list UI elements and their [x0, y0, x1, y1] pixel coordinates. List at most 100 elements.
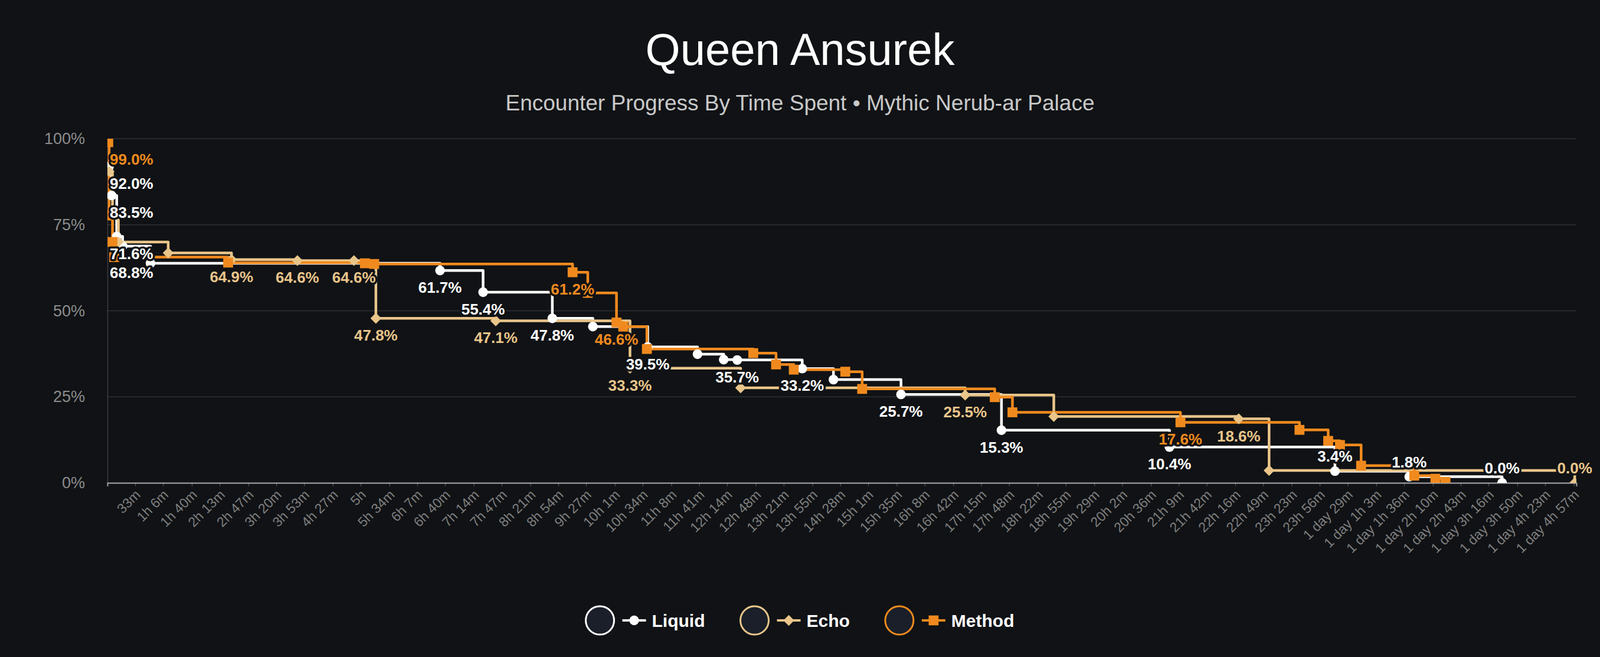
x-tick-mark	[868, 482, 869, 487]
x-axis-line	[108, 483, 1577, 487]
x-tick-mark	[924, 482, 926, 487]
x-tick-mark	[1517, 482, 1518, 487]
legend-marker	[928, 615, 939, 626]
data-label: 47.8%	[530, 326, 575, 345]
x-tick-label: 1 day 4h 57m	[1512, 486, 1582, 556]
x-tick-mark	[501, 482, 503, 487]
x-tick: 5h	[347, 482, 369, 509]
series-marker	[360, 258, 371, 269]
series-marker	[107, 138, 114, 147]
background	[0, 0, 1600, 657]
legend-label: Method	[951, 610, 1015, 631]
data-label: 35.7%	[715, 368, 759, 386]
series-marker	[718, 354, 729, 365]
x-tick-mark	[1037, 482, 1039, 487]
data-label: 33.2%	[780, 376, 824, 395]
series-marker	[642, 344, 653, 355]
series-marker	[856, 383, 867, 394]
series-line	[109, 171, 1575, 483]
legend-item: Echo	[740, 606, 850, 635]
series-line	[108, 142, 1446, 482]
series-marker	[1440, 476, 1451, 483]
series-marker	[1263, 465, 1275, 476]
series-marker	[996, 425, 1007, 435]
data-label: 61.7%	[418, 278, 463, 297]
x-tick-mark	[1065, 482, 1067, 487]
x-tick-mark	[248, 482, 250, 487]
x-tick: 5h 34m	[354, 482, 398, 530]
series-marker	[1330, 466, 1340, 476]
y-tick: 50%	[53, 302, 108, 320]
data-label: 47.1%	[473, 328, 518, 347]
series-marker	[1294, 424, 1305, 435]
x-axis: 33m1h 6m1h 40m2h 13m2h 47m3h 20m3h 53m4h…	[108, 482, 1583, 556]
series-marker	[1323, 436, 1334, 447]
x-tick-mark	[1235, 482, 1236, 487]
series-line	[109, 166, 1503, 483]
x-tick-mark	[981, 482, 983, 487]
x-tick-mark	[1488, 482, 1490, 487]
data-labels: 92.0%83.5%71.6%68.8%61.7%55.4%47.8%39.5%…	[109, 150, 1593, 477]
plot-area	[107, 138, 1577, 483]
data-label: 46.6%	[594, 330, 639, 349]
y-tick: 75%	[53, 216, 108, 234]
x-tick-mark	[1263, 482, 1264, 487]
x-tick-mark	[389, 482, 391, 487]
x-tick-mark	[1319, 482, 1321, 487]
data-label: 25.7%	[879, 402, 924, 421]
x-tick-mark	[586, 482, 587, 487]
data-label: 39.5%	[626, 355, 670, 373]
series-marker	[162, 247, 174, 258]
data-label: 64.6%	[275, 268, 320, 287]
grid	[107, 138, 1577, 483]
data-label: 68.8%	[109, 263, 154, 282]
data-label: 71.6%	[109, 244, 154, 263]
data-label: 47.8%	[354, 326, 398, 345]
series-marker	[478, 287, 488, 297]
x-tick: 4h 27m	[298, 482, 342, 530]
x-tick-mark	[417, 482, 418, 487]
legend-item: Method	[885, 606, 1015, 635]
x-tick-mark	[1291, 482, 1293, 487]
x-tick-mark	[1009, 482, 1010, 487]
series-marker	[587, 321, 598, 332]
x-tick-mark	[332, 482, 334, 487]
x-tick-mark	[303, 482, 305, 487]
data-label: 55.4%	[461, 300, 506, 319]
data-label: 64.6%	[332, 268, 376, 287]
x-tick-mark	[1574, 482, 1575, 487]
x-tick-mark	[1121, 482, 1123, 487]
series-marker	[959, 389, 971, 401]
legend: LiquidEchoMethod	[586, 606, 1015, 635]
title: Queen Ansurek	[645, 24, 956, 75]
x-tick-mark	[1206, 482, 1207, 487]
data-label: 83.5%	[109, 203, 154, 222]
series-marker	[370, 312, 382, 324]
legend-label: Echo	[806, 610, 850, 631]
series-marker	[771, 359, 782, 370]
series-marker	[1233, 413, 1245, 424]
series-marker	[547, 313, 558, 323]
series-marker	[223, 257, 234, 268]
x-tick-mark	[1094, 482, 1095, 487]
x-tick-mark	[360, 482, 362, 487]
data-label: 99.0%	[109, 150, 154, 169]
y-tick-label: 25%	[53, 387, 85, 406]
data-label: 61.2%	[550, 280, 595, 299]
data-label: 64.9%	[209, 267, 254, 286]
grid-line	[107, 224, 1577, 226]
series-marker	[1048, 410, 1059, 422]
series-marker	[692, 349, 703, 359]
y-tick-label: 75%	[53, 216, 85, 234]
y-axis: 0%25%50%75%100%	[44, 129, 109, 492]
x-tick-mark	[642, 482, 644, 487]
x-tick: 1 day 4h 57m	[1512, 482, 1582, 556]
x-tick-mark	[756, 482, 757, 487]
data-label: 18.6%	[1216, 427, 1261, 446]
y-tick: 25%	[53, 387, 108, 406]
series-marker	[1497, 478, 1507, 483]
x-tick-mark	[1404, 482, 1405, 487]
series-marker	[1007, 407, 1018, 418]
x-tick-label: 10h 34m	[602, 486, 651, 536]
x-tick-mark	[445, 482, 446, 487]
